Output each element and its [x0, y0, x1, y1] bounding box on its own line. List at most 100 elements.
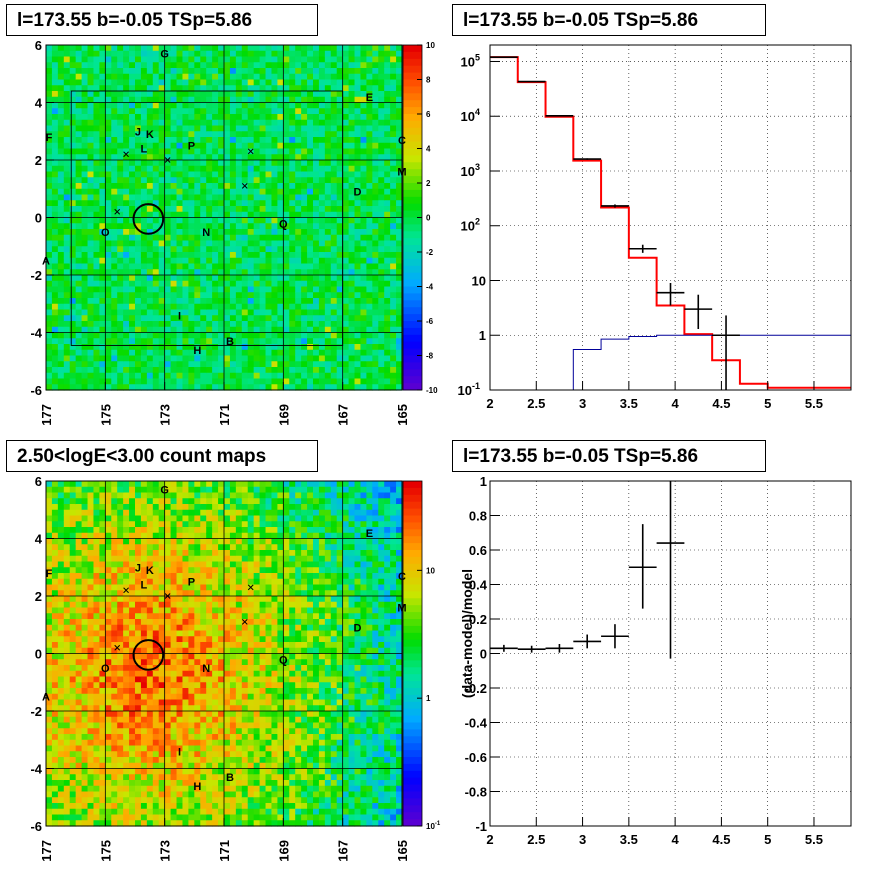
source-label-B: B	[226, 772, 234, 784]
spectrum-xtick-label: 3	[579, 396, 586, 411]
residual-map-cbar-label: 10	[426, 41, 435, 50]
source-label-L: L	[141, 144, 148, 156]
residual-map-ytick-label: -2	[30, 268, 42, 283]
ratio-point-0	[490, 645, 518, 652]
source-label-A: A	[42, 256, 50, 268]
count-map-xtick-label: 167	[336, 840, 351, 862]
ratio-ytick-label: 0.6	[469, 543, 487, 558]
count-map-ytick-label: -2	[30, 704, 42, 719]
source-label-F: F	[46, 568, 53, 580]
residual-map-xtick-label: 165	[395, 404, 410, 426]
spectrum-xtick-label: 2.5	[527, 396, 545, 411]
ratio-xtick-label: 2	[486, 832, 493, 847]
residual-map-cbar-label: -2	[426, 248, 434, 257]
ratio-ytick-label: -0.4	[465, 716, 488, 731]
residual-map-xtick-label: 177	[39, 404, 54, 426]
count-map-ytick-label: -6	[30, 819, 42, 834]
residual-map-cbar-label: -8	[426, 352, 434, 361]
source-label-G: G	[160, 485, 169, 497]
source-label-Q: Q	[279, 654, 288, 666]
source-label-G: G	[160, 49, 169, 61]
ratio-xtick-label: 5	[764, 832, 771, 847]
source-label-E: E	[366, 528, 373, 540]
ratio-point-2	[546, 644, 574, 653]
ratio-point-3	[573, 635, 601, 649]
title-residual-map: l=173.55 b=-0.05 TSp=5.86	[17, 10, 252, 31]
ratio-xtick-label: 2.5	[527, 832, 545, 847]
spectrum-point-8	[712, 315, 740, 390]
source-label-Q: Q	[279, 218, 288, 230]
spectrum-ytick-label: 105	[461, 52, 480, 69]
count-map-xtick-label: 171	[217, 840, 232, 862]
residual-map-xtick-label: 171	[217, 404, 232, 426]
title-ratio: l=173.55 b=-0.05 TSp=5.86	[463, 446, 698, 467]
residual-map-cbar-label: 8	[426, 76, 431, 85]
spectrum-xtick-label: 2	[486, 396, 493, 411]
spectrum-point-7	[684, 295, 712, 329]
source-label-I: I	[178, 746, 181, 758]
spectrum-ytick-label: 10	[472, 273, 486, 288]
source-label-L: L	[141, 580, 148, 592]
count-map-ytick-label: 6	[35, 474, 42, 489]
count-map-ytick-label: 4	[35, 532, 43, 547]
source-label-M: M	[397, 167, 406, 179]
residual-map-cbar-label: -4	[426, 283, 434, 292]
source-label-H: H	[193, 345, 201, 357]
residual-map-cbar-label: 0	[426, 214, 431, 223]
residual-map-ytick-label: 0	[35, 211, 42, 226]
ratio-xtick-label: 4.5	[712, 832, 730, 847]
source-label-K: K	[146, 565, 154, 577]
title-spectrum: l=173.55 b=-0.05 TSp=5.86	[463, 10, 698, 31]
spectrum-series-0	[490, 57, 851, 388]
count-map-xtick-label: 169	[276, 840, 291, 862]
residual-map-ytick-label: 6	[35, 38, 42, 53]
source-label-M: M	[397, 603, 406, 615]
spectrum-xtick-label: 5	[764, 396, 771, 411]
source-label-J: J	[135, 562, 141, 574]
ratio-point-4	[601, 624, 629, 648]
count-map-cbar-label: 10-1	[426, 821, 441, 831]
spectrum-point-3	[573, 158, 601, 159]
count-map-colorbar	[403, 481, 422, 827]
source-label-P: P	[188, 141, 195, 153]
spectrum-ytick-label: 102	[461, 217, 480, 234]
residual-map-xtick-label: 169	[276, 404, 291, 426]
title-count-map: 2.50<logE<3.00 count maps	[17, 446, 266, 467]
source-label-B: B	[226, 336, 234, 348]
spectrum-ytick-label: 1	[479, 328, 486, 343]
source-label-N: N	[202, 663, 210, 675]
count-map-ytick-label: -4	[30, 762, 42, 777]
ratio-ytick-label: -0.8	[465, 785, 487, 800]
source-label-D: D	[354, 623, 362, 635]
ratio-ytick-label: -0.6	[465, 750, 487, 765]
count-map-xtick-label: 175	[98, 840, 113, 862]
residual-map-cbar-label: 6	[426, 110, 431, 119]
source-label-I: I	[178, 310, 181, 322]
source-label-P: P	[188, 577, 195, 589]
residual-map-cbar-label: 2	[426, 179, 431, 188]
ratio-ytick-label: 1	[480, 474, 487, 489]
ratio-point-6	[657, 481, 685, 659]
ratio-ylabel: (data-model)/model	[459, 569, 475, 698]
count-map-xtick-label: 173	[158, 840, 173, 862]
source-label-F: F	[46, 132, 53, 144]
spectrum-ytick-label: 10-1	[458, 381, 480, 398]
ratio-xtick-label: 5.5	[805, 832, 823, 847]
spectrum-point-5	[629, 245, 657, 253]
ratio-xtick-label: 3.5	[620, 832, 638, 847]
spectrum-ytick-label: 104	[461, 107, 480, 124]
source-label-C: C	[398, 571, 406, 583]
source-label-K: K	[146, 129, 154, 141]
residual-map-cbar-label: -6	[426, 317, 434, 326]
source-label-N: N	[202, 227, 210, 239]
source-label-O: O	[101, 663, 110, 675]
ratio-xtick-label: 4	[672, 832, 680, 847]
source-label-C: C	[398, 135, 406, 147]
residual-map-xtick-label: 167	[336, 404, 351, 426]
ratio-point-5	[629, 524, 657, 609]
residual-map-cbar-label: 4	[426, 145, 431, 154]
residual-map-ytick-label: 4	[35, 96, 43, 111]
count-map-cbar-label: 1	[426, 694, 431, 703]
